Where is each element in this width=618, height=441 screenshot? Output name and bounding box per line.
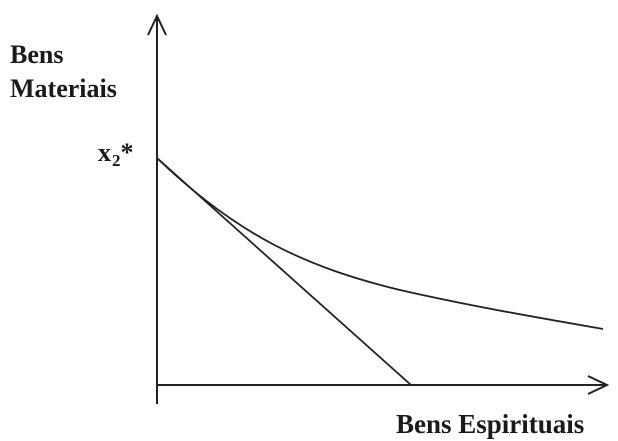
x-axis-arrowhead — [587, 375, 610, 395]
indifference-curve — [156, 157, 604, 330]
intercept-label-subscript: 2 — [112, 151, 121, 170]
intercept-label-suffix: * — [120, 138, 134, 167]
intercept-label: x2* — [98, 138, 134, 170]
y-axis-arrowhead — [147, 13, 167, 36]
y-axis-label: Bens Materiais — [10, 38, 117, 106]
x-axis-label: Bens Espirituais — [396, 409, 585, 439]
y-axis-label-line-1: Bens — [10, 40, 64, 69]
y-axis-label-line-2: Materiais — [10, 74, 117, 103]
intercept-label-base: x — [98, 138, 111, 167]
